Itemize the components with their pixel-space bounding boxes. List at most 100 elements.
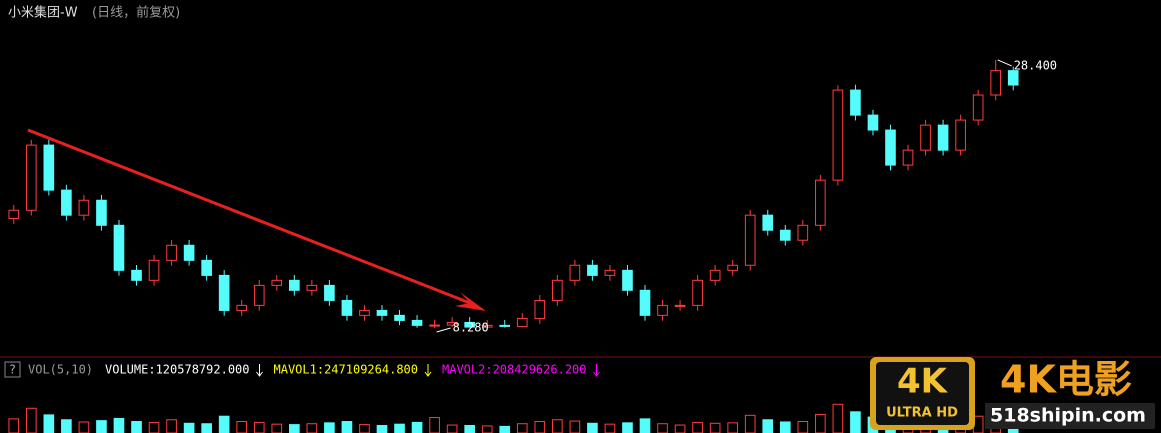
volume-bar [534,421,546,433]
volume-bar [622,422,633,433]
candle-body [692,279,703,306]
candle-body [604,269,616,276]
volume-bar [271,423,283,433]
candle-body [429,324,440,327]
candle-body [867,114,879,131]
candle-body [411,319,423,326]
candle-body [359,309,370,316]
volume-bar [148,421,160,433]
volume-label: VOL(5,10) [28,363,93,377]
candle-body [937,124,949,151]
volume-bar [253,421,265,433]
candle-body [8,209,20,220]
candle-body [920,124,931,151]
help-text[interactable]: ? [9,363,16,377]
candle-body [709,269,721,281]
volume-bar [762,419,774,433]
candle-body [446,321,458,326]
volume-bar [236,421,248,433]
volume-bar [113,417,125,433]
candle-body [183,244,195,261]
trend-arrow [424,364,432,377]
candle-body [727,264,739,271]
candle-body [657,304,668,316]
help-box[interactable] [4,361,21,378]
volume-bar [657,423,668,433]
candle-body [43,144,55,191]
volume-bar [727,422,739,433]
candle-body [516,317,528,327]
candle-body [779,229,791,241]
min-pointer [436,327,451,333]
candle-body [306,284,318,291]
candle-body [885,129,896,166]
volume-bar [429,417,440,433]
badge-sub: ULTRA HD [886,406,958,421]
candle-body [236,304,248,311]
volume-bar [815,413,826,433]
min-label: 8.280 [453,321,489,335]
candle-body [201,259,212,276]
volume-bar [779,421,791,433]
trend-arrow [256,364,263,377]
volume-bar [341,421,353,433]
candle-body [674,304,686,307]
candle-body [622,269,633,291]
volume-indicator: VOLUME:120578792.000 [105,363,250,377]
candle-body [762,214,774,231]
annotation-arrow [27,128,471,305]
candle-body [587,264,598,276]
volume-bar [692,421,703,433]
volume-bar [78,421,90,433]
candle-body [271,279,283,286]
candle-body [499,324,511,327]
candle-body [534,299,546,319]
candle-body [25,144,37,211]
volume-bar [639,418,651,433]
candle-body [218,274,230,311]
watermark: 4K ULTRA HD 4K电影 518shipin.com [870,357,1155,430]
volume-indicator: MAVOL1:247109264.800 [274,363,419,377]
volume-bar [324,422,335,433]
candle-body [1007,70,1019,86]
candle-body [394,314,405,321]
volume-bar [394,423,405,433]
candle-body [990,70,1002,96]
candle-body [639,289,651,316]
volume-bar [499,425,511,433]
volume-bar [832,403,844,433]
volume-bar [674,424,686,433]
candle-body [341,299,353,316]
badge-text: 4K [897,362,949,402]
max-pointer [997,59,1012,67]
volume-bar [709,422,721,433]
volume-bar [43,414,55,433]
volume-bar [446,424,458,433]
candle-body [113,224,125,271]
volume-bar [587,422,598,433]
annotation-arrow-head [455,292,486,311]
chart-title: 小米集团-W [8,5,78,21]
volume-bar [516,423,528,433]
candle-body [96,199,107,226]
volume-bar [306,423,318,433]
candle-body [148,259,160,281]
volume-bar [569,420,581,433]
badge-inner [876,362,969,425]
volume-bar [604,423,616,433]
volume-bar [376,424,388,433]
volume-bar [8,418,20,433]
candle-body [955,119,966,151]
volume-bar [25,407,37,433]
candle-body [569,264,581,281]
volume-bar [481,425,493,433]
volume-indicator: MAVOL2:208429626.200 [442,363,587,377]
volume-bar [131,421,142,433]
volume-bar [744,414,756,433]
max-label: 28.400 [1014,58,1057,72]
candle-body [972,94,984,121]
volume-bar [61,419,72,433]
candle-body [253,284,265,306]
volume-bar [201,423,212,433]
